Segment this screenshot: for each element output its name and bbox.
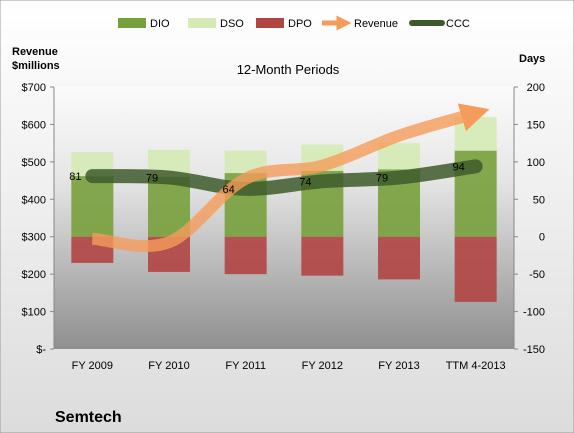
- right-axis-tick-label: -100: [523, 307, 545, 319]
- category-label: FY 2009: [72, 360, 113, 372]
- ccc-data-label: 64: [223, 184, 235, 196]
- legend: DIO DSO DPO Revenue CCC: [118, 15, 470, 31]
- ccc-data-labels: 81 79 64 74 79 94: [69, 161, 465, 195]
- legend-label-revenue: Revenue: [354, 18, 398, 30]
- company-name: Semtech: [55, 409, 122, 426]
- bar-dio: [71, 176, 114, 237]
- chart-subtitle: 12-Month Periods: [237, 62, 340, 77]
- bar-dso: [224, 150, 267, 174]
- right-axis-tick-label: 50: [533, 194, 545, 206]
- category-axis-ticks: FY 2009 FY 2010 FY 2011 FY 2012 FY 2013 TTM 4…: [72, 360, 506, 372]
- line-series: [85, 103, 490, 252]
- legend-label-dso: DSO: [220, 18, 244, 30]
- revenue-line: [91, 103, 490, 252]
- category-label: FY 2011: [225, 360, 266, 372]
- left-axis-tick-label: $500: [22, 157, 46, 169]
- left-axis-tick-label: $100: [22, 307, 46, 319]
- legend-swatch-dpo: [256, 18, 284, 28]
- bar-dpo: [454, 236, 497, 302]
- left-axis-title-line2: $millions: [12, 60, 60, 72]
- left-axis-tick-label: $-: [36, 344, 46, 356]
- left-axis-tick-label: $200: [22, 269, 46, 281]
- legend-swatch-dio: [118, 18, 146, 28]
- left-axis-tick-label: $300: [22, 232, 46, 244]
- right-axis-tick-label: -50: [529, 269, 545, 281]
- right-axis-tick-label: 150: [527, 119, 545, 131]
- ccc-data-label: 74: [299, 176, 311, 188]
- bar-dpo: [224, 236, 267, 275]
- ccc-data-label: 79: [146, 173, 158, 185]
- right-axis-ticks: -150 -100 -50 0 50 100 150 200: [514, 82, 545, 356]
- ccc-data-label: 81: [69, 171, 81, 183]
- right-axis-tick-label: 200: [527, 82, 545, 94]
- left-axis-title-line1: Revenue: [12, 46, 58, 58]
- legend-label-ccc: CCC: [446, 18, 470, 30]
- ccc-data-label: 79: [376, 173, 388, 185]
- legend-swatch-dso: [188, 18, 216, 28]
- category-label: FY 2010: [148, 360, 189, 372]
- right-axis-tick-label: -150: [523, 344, 545, 356]
- category-label: TTM 4-2013: [446, 360, 506, 372]
- ccc-data-label: 94: [453, 161, 465, 173]
- left-axis-tick-label: $400: [22, 194, 46, 206]
- bar-dso: [378, 143, 420, 170]
- left-axis-tick-label: $600: [22, 119, 46, 131]
- bar-dpo: [378, 236, 420, 280]
- ccc-line: [85, 159, 483, 196]
- right-axis-title: Days: [519, 53, 545, 65]
- legend-label-dpo: DPO: [288, 18, 312, 30]
- category-label: FY 2013: [378, 360, 419, 372]
- plot-area: [54, 87, 514, 349]
- legend-label-dio: DIO: [150, 18, 170, 30]
- left-axis-ticks: $- $100 $200 $300 $400 $500 $600 $700: [22, 82, 54, 356]
- right-axis-tick-label: 0: [539, 232, 545, 244]
- left-axis-tick-label: $700: [22, 82, 46, 94]
- bar-dpo: [301, 236, 344, 276]
- right-axis-tick-label: 100: [527, 157, 545, 169]
- category-label: FY 2012: [302, 360, 343, 372]
